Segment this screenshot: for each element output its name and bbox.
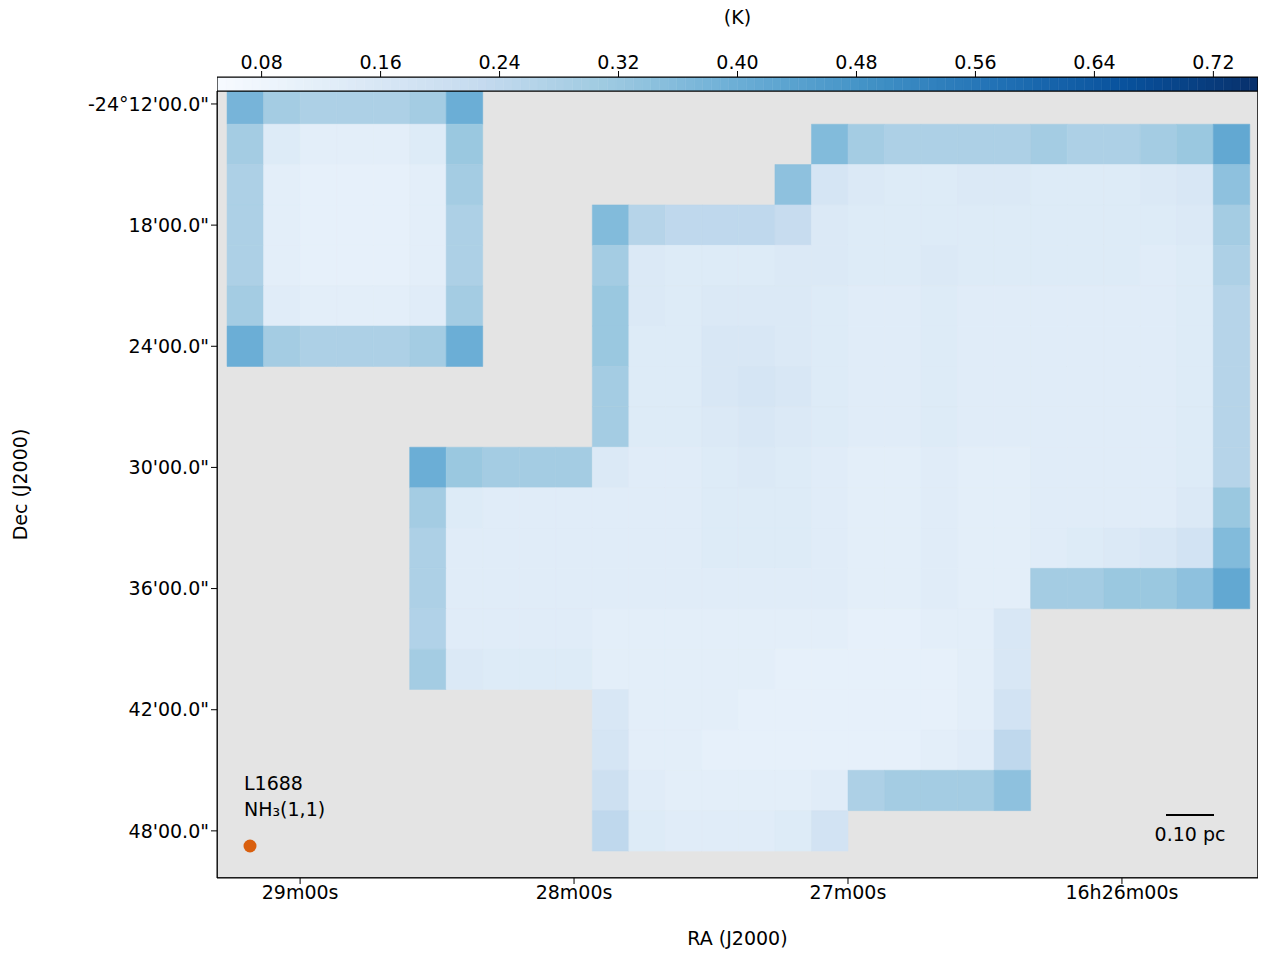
html-text:NH₃(1,1): NH₃(1,1) [244, 798, 326, 820]
svg-text:42'00.0": 42'00.0" [129, 698, 209, 720]
svg-text:0.64: 0.64 [1073, 51, 1115, 73]
html-text:L1688: L1688 [244, 772, 303, 794]
svg-text:Dec (J2000): Dec (J2000) [9, 429, 31, 541]
svg-text:24'00.0": 24'00.0" [129, 335, 209, 357]
svg-text:0.40: 0.40 [716, 51, 758, 73]
svg-text:0.16: 0.16 [359, 51, 401, 73]
svg-text:18'00.0": 18'00.0" [129, 214, 209, 236]
svg-text:RA (J2000): RA (J2000) [687, 927, 787, 949]
svg-text:0.56: 0.56 [954, 51, 996, 73]
html-text:(K): (K) [723, 6, 752, 28]
svg-text:29m00s: 29m00s [262, 881, 339, 903]
svg-text:16h26m00s: 16h26m00s [1065, 881, 1178, 903]
svg-text:-24°12'00.0": -24°12'00.0" [88, 93, 209, 115]
svg-text:28m00s: 28m00s [536, 881, 613, 903]
svg-text:36'00.0": 36'00.0" [129, 577, 209, 599]
svg-text:0.24: 0.24 [478, 51, 520, 73]
svg-text:0.08: 0.08 [240, 51, 282, 73]
svg-text:0.48: 0.48 [835, 51, 877, 73]
svg-text:30'00.0": 30'00.0" [129, 456, 209, 478]
svg-text:27m00s: 27m00s [810, 881, 887, 903]
svg-text:48'00.0": 48'00.0" [129, 820, 209, 842]
svg-text:0.32: 0.32 [597, 51, 639, 73]
html-text:0.10 pc: 0.10 pc [1154, 823, 1226, 845]
svg-text:0.72: 0.72 [1192, 51, 1234, 73]
